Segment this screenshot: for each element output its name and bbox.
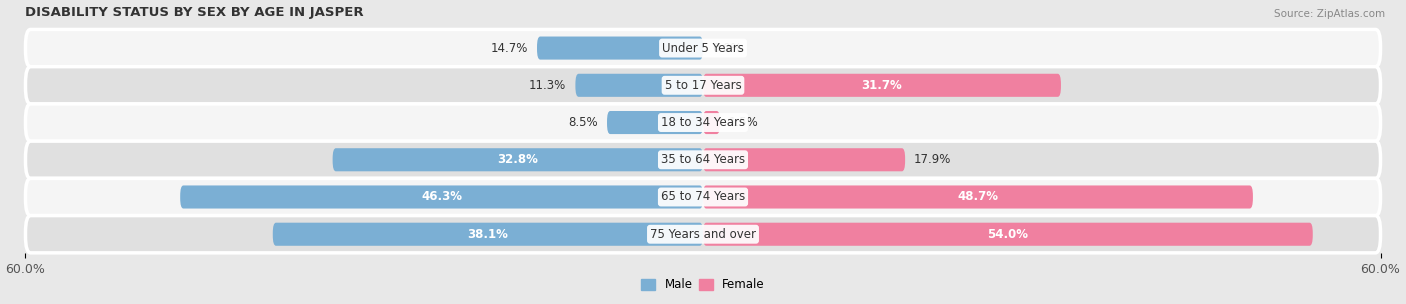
FancyBboxPatch shape xyxy=(703,148,905,171)
FancyBboxPatch shape xyxy=(537,36,703,60)
FancyBboxPatch shape xyxy=(25,29,1381,67)
FancyBboxPatch shape xyxy=(703,223,1313,246)
Text: 48.7%: 48.7% xyxy=(957,191,998,203)
FancyBboxPatch shape xyxy=(25,216,1381,253)
FancyBboxPatch shape xyxy=(273,223,703,246)
Text: 14.7%: 14.7% xyxy=(491,42,529,54)
FancyBboxPatch shape xyxy=(575,74,703,97)
Text: DISABILITY STATUS BY SEX BY AGE IN JASPER: DISABILITY STATUS BY SEX BY AGE IN JASPE… xyxy=(25,5,364,19)
Text: 32.8%: 32.8% xyxy=(498,153,538,166)
Text: 38.1%: 38.1% xyxy=(467,228,509,241)
FancyBboxPatch shape xyxy=(703,185,1253,209)
FancyBboxPatch shape xyxy=(25,178,1381,216)
Text: 54.0%: 54.0% xyxy=(987,228,1028,241)
Text: Source: ZipAtlas.com: Source: ZipAtlas.com xyxy=(1274,9,1385,19)
Text: 35 to 64 Years: 35 to 64 Years xyxy=(661,153,745,166)
Text: 46.3%: 46.3% xyxy=(420,191,463,203)
FancyBboxPatch shape xyxy=(703,74,1062,97)
Text: 8.5%: 8.5% xyxy=(568,116,598,129)
FancyBboxPatch shape xyxy=(25,104,1381,141)
FancyBboxPatch shape xyxy=(25,67,1381,104)
Text: 18 to 34 Years: 18 to 34 Years xyxy=(661,116,745,129)
Text: 17.9%: 17.9% xyxy=(914,153,952,166)
FancyBboxPatch shape xyxy=(180,185,703,209)
Legend: Male, Female: Male, Female xyxy=(637,274,769,296)
Text: 11.3%: 11.3% xyxy=(529,79,567,92)
Text: 75 Years and over: 75 Years and over xyxy=(650,228,756,241)
Text: 0.0%: 0.0% xyxy=(711,42,741,54)
Text: Under 5 Years: Under 5 Years xyxy=(662,42,744,54)
FancyBboxPatch shape xyxy=(333,148,703,171)
FancyBboxPatch shape xyxy=(607,111,703,134)
Text: 31.7%: 31.7% xyxy=(862,79,903,92)
Text: 5 to 17 Years: 5 to 17 Years xyxy=(665,79,741,92)
FancyBboxPatch shape xyxy=(25,141,1381,178)
Text: 1.5%: 1.5% xyxy=(728,116,759,129)
Text: 65 to 74 Years: 65 to 74 Years xyxy=(661,191,745,203)
FancyBboxPatch shape xyxy=(703,111,720,134)
